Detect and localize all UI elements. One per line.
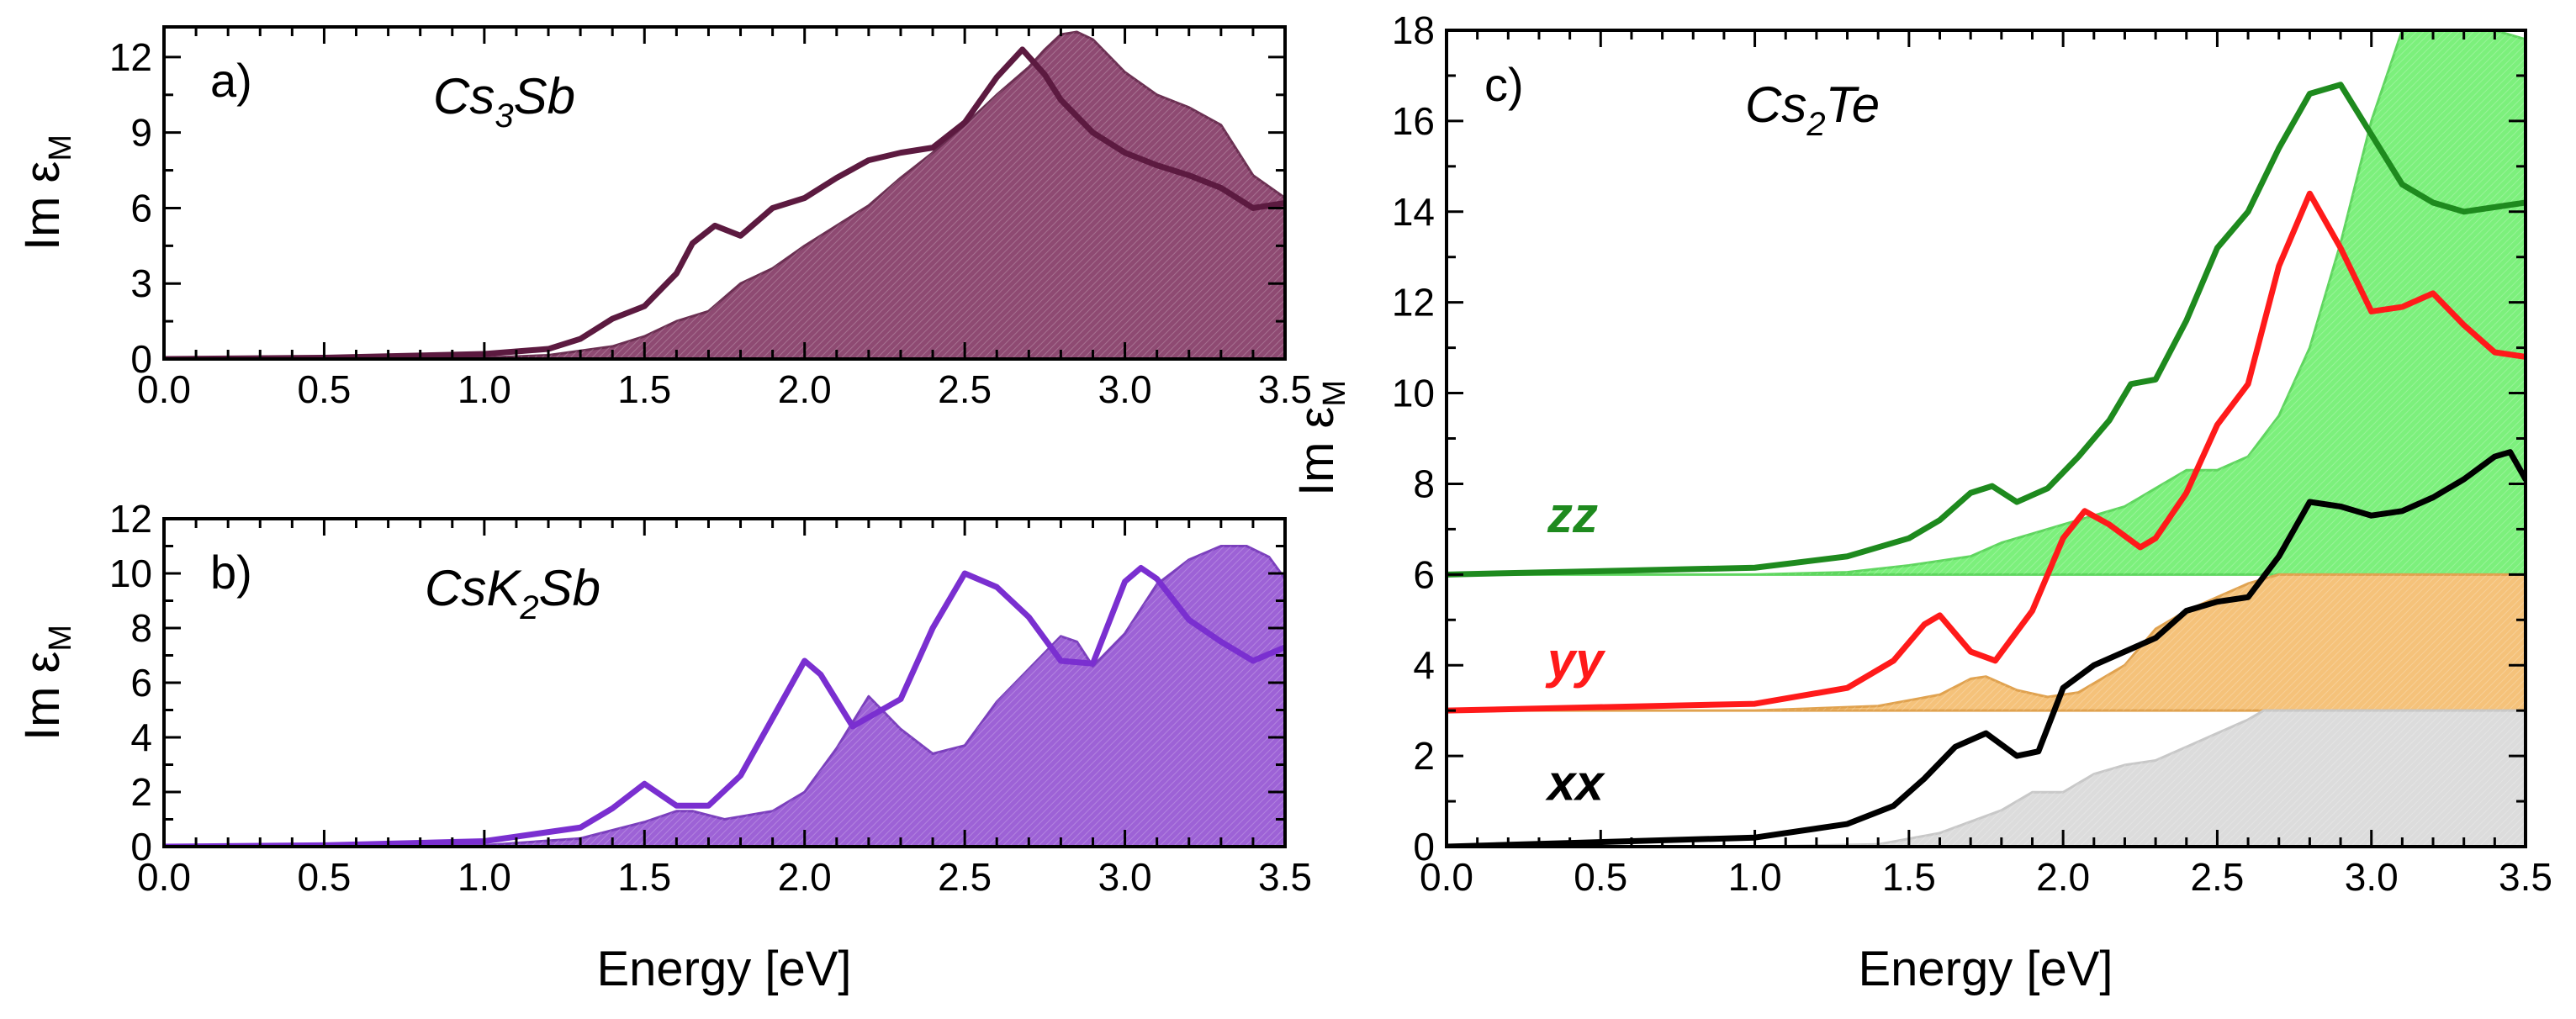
panel-a-y-tick-label: 0 (130, 337, 152, 381)
panel-b-y-tick-label: 12 (109, 497, 152, 541)
panel-b-x-tick-label: 1.0 (458, 855, 511, 899)
panel-c-xx-line (1447, 449, 2526, 847)
panel-c-x-tick-label: 0.0 (1420, 855, 1473, 899)
panel-c-yy-line (1447, 190, 2526, 714)
panel-a-compound-label: Cs3Sb (433, 68, 575, 135)
panel-a-label: a) (210, 54, 252, 107)
panel-a-y-tick-label: 6 (130, 186, 152, 230)
panel-b-marks (164, 545, 1285, 847)
panel-b-x-tick-label: 3.0 (1098, 855, 1152, 899)
panel-a-x-tick-label: 2.0 (778, 367, 832, 411)
panel-b-y-tick-label: 8 (130, 606, 152, 650)
panel-b-x-tick-label: 1.5 (617, 855, 671, 899)
panel-b-filled-hatch (164, 546, 1285, 847)
panel-a-x-tick-label: 1.5 (617, 367, 671, 411)
panel-c-x-tick-label: 3.0 (2345, 855, 2399, 899)
panel-c-marks (1447, 30, 2526, 847)
panel-c-y-tick-label: 16 (1392, 99, 1435, 143)
panel-c-x-tick-label: 1.0 (1728, 855, 1782, 899)
panel-c-compound-label: Cs2Te (1745, 77, 1880, 143)
panel-c-label: c) (1484, 58, 1524, 111)
panel-c-y-tick-label: 4 (1413, 643, 1435, 687)
panel-c-series-labels: zz yy xx (1545, 487, 1605, 810)
panel-c-y-tick-label: 12 (1392, 281, 1435, 325)
panel-c-x-axis: 0.0 0.5 1.0 1.5 2.0 2.5 3.0 3.5 (1420, 30, 2552, 899)
panel-c-series-label-yy: yy (1545, 632, 1605, 689)
panel-a-y-tick-label: 9 (130, 111, 152, 155)
panel-a-x-tick-label: 2.5 (938, 367, 992, 411)
panel-b-line-line (164, 565, 1285, 847)
panel-b-y-axis-title: Im εM (15, 625, 78, 741)
panel-c-series-label-xx: xx (1545, 754, 1605, 810)
panel-c-x-axis-title: Energy [eV] (1858, 942, 2113, 996)
panel-a-y-tick-label: 3 (130, 261, 152, 305)
panel-c-x-tick-label: 2.5 (2190, 855, 2244, 899)
panel-b: 0.0 0.5 1.0 1.5 2.0 2.5 3.0 3.5 0 2 4 6 8 10 12 b) Cs… (15, 497, 1312, 996)
panel-c-y-axis: 0 2 4 6 8 10 12 14 16 18 (1392, 8, 2526, 869)
panel-b-y-axis: 0 2 4 6 8 10 12 (109, 497, 1285, 869)
panel-b-label: b) (210, 546, 252, 599)
panel-b-x-tick-label: 0.0 (137, 855, 191, 899)
panel-c-y-tick-label: 0 (1413, 825, 1435, 869)
panel-b-x-tick-label: 3.5 (1258, 855, 1312, 899)
panel-c-y-tick-label: 14 (1392, 190, 1435, 234)
panel-b-y-tick-label: 6 (130, 661, 152, 705)
panel-c-xx-fill-hatch (1447, 710, 2526, 847)
panel-a-line-line (164, 46, 1285, 359)
panel-b-compound-label: CsK2Sb (425, 560, 600, 626)
panel-c-zz-line (1447, 82, 2526, 578)
panel-b-y-tick-label: 10 (109, 552, 152, 595)
panel-c-y-tick-label: 8 (1413, 462, 1435, 505)
panel-b-x-tick-label: 2.5 (938, 855, 992, 899)
panel-c-y-axis-title: Im εM (1289, 380, 1352, 496)
panel-b-x-axis-title: Energy [eV] (596, 942, 851, 996)
panel-c-y-tick-label: 18 (1392, 8, 1435, 52)
panel-c: 0.0 0.5 1.0 1.5 2.0 2.5 3.0 3.5 0 2 4 6 8 10 12 14 16 18… (1289, 8, 2552, 996)
panel-b-x-axis: 0.0 0.5 1.0 1.5 2.0 2.5 3.0 3.5 (137, 519, 1312, 899)
panel-a-marks (164, 30, 1285, 359)
panel-a-x-tick-label: 1.0 (458, 367, 511, 411)
panel-b-y-tick-label: 2 (130, 770, 152, 814)
panel-a-y-tick-label: 12 (109, 35, 152, 79)
panel-a-x-tick-label: 3.0 (1098, 367, 1152, 411)
panel-a-x-tick-label: 0.5 (297, 367, 351, 411)
panel-b-y-tick-label: 4 (130, 715, 152, 759)
panel-c-yy-fill-hatch (1447, 574, 2526, 711)
panel-a-y-axis-title: Im εM (15, 135, 78, 251)
panel-c-series-label-zz: zz (1547, 487, 1598, 543)
panel-a-x-tick-label: 0.0 (137, 367, 191, 411)
panel-a-filled-hatch (164, 31, 1285, 359)
panel-a: 0.0 0.5 1.0 1.5 2.0 2.5 3.0 3.5 0 3 6 9 12 a) Cs3Sb… (15, 25, 1312, 411)
panel-a-y-axis: 0 3 6 9 12 (109, 35, 1285, 381)
panel-c-y-tick-label: 2 (1413, 734, 1435, 778)
panel-a-x-axis: 0.0 0.5 1.0 1.5 2.0 2.5 3.0 3.5 (137, 27, 1312, 411)
panel-c-y-tick-label: 6 (1413, 552, 1435, 596)
panel-c-y-tick-label: 10 (1392, 372, 1435, 415)
panel-b-x-tick-label: 0.5 (297, 855, 351, 899)
panel-c-x-tick-label: 2.0 (2036, 855, 2090, 899)
panel-b-y-tick-label: 0 (130, 825, 152, 869)
panel-c-x-tick-label: 3.5 (2499, 855, 2552, 899)
panel-a-x-tick-label: 3.5 (1258, 367, 1312, 411)
panel-b-x-tick-label: 2.0 (778, 855, 832, 899)
panel-c-x-tick-label: 0.5 (1574, 855, 1627, 899)
panel-a-frame (162, 25, 1287, 361)
panel-c-zz-fill-hatch (1447, 30, 2526, 575)
panel-c-x-tick-label: 1.5 (1882, 855, 1936, 899)
